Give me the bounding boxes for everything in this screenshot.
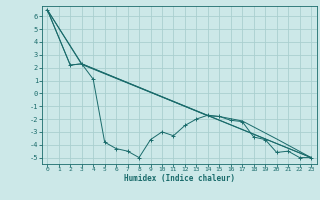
- X-axis label: Humidex (Indice chaleur): Humidex (Indice chaleur): [124, 174, 235, 183]
